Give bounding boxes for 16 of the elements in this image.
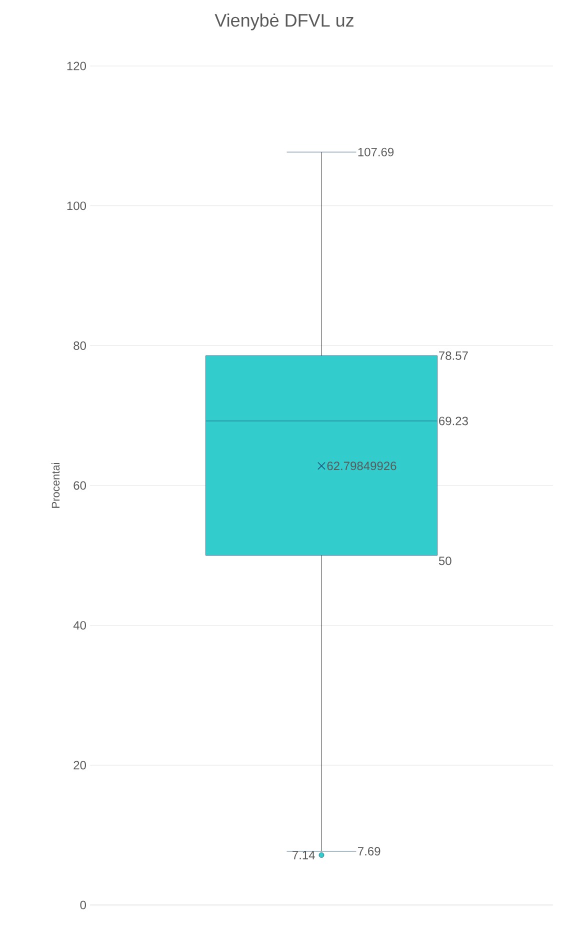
y-tick-label: 20 xyxy=(74,760,86,770)
annotation: 7.69 xyxy=(358,846,380,856)
annotation: 107.69 xyxy=(358,148,394,156)
chart-title: Vienybė DFVL uz xyxy=(214,14,354,30)
y-tick-label: 100 xyxy=(67,202,86,210)
annotation: 50 xyxy=(438,556,452,566)
y-axis-title: Procentai xyxy=(52,463,60,508)
annotation: 69.23 xyxy=(439,416,468,426)
y-tick-label: 80 xyxy=(74,341,86,350)
y-tick-label: 40 xyxy=(73,621,86,630)
y-tick-label: 60 xyxy=(74,481,86,490)
annotation: 7.14 xyxy=(292,850,315,860)
y-tick-label: 0 xyxy=(80,900,86,910)
y-tick-label: 120 xyxy=(67,62,86,70)
annotation: 78.57 xyxy=(439,351,468,360)
annotation: 62.79849926 xyxy=(327,462,396,470)
